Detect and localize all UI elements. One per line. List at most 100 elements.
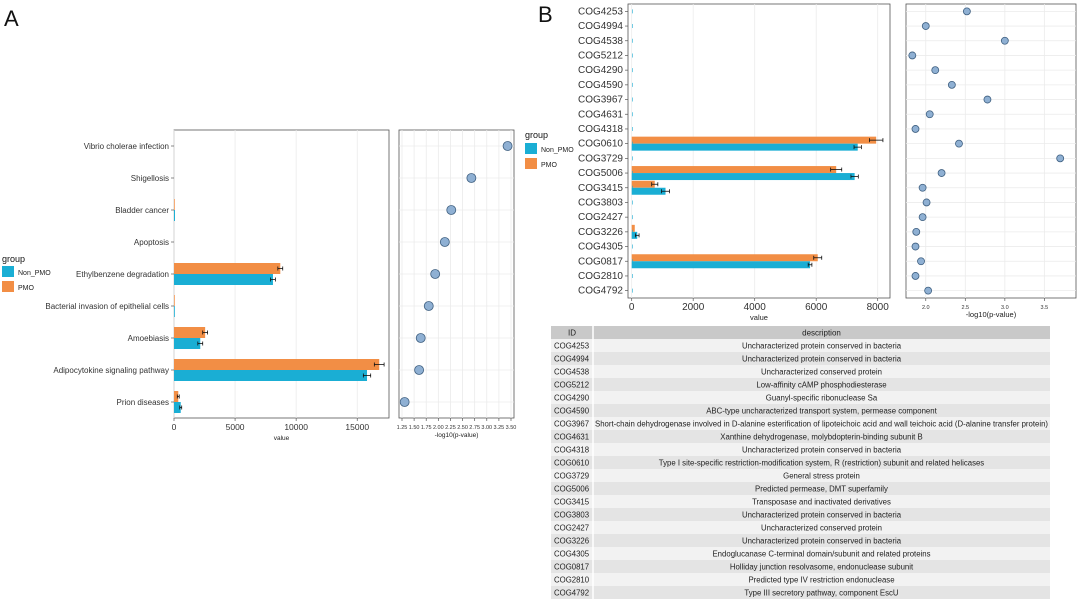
table-cell-description: Uncharacterized protein conserved in bac…: [742, 342, 902, 351]
x-tick-label: 10000: [284, 422, 308, 432]
table-cell-description: Holliday junction resolvasome, endonucle…: [730, 563, 914, 572]
x-tick-label: 4000: [744, 302, 767, 313]
bar-pmo: [631, 166, 837, 174]
plot-frame: [905, 3, 1077, 299]
legend-a-title: group: [2, 254, 25, 264]
table-row: COG4253 Uncharacterized protein conserved…: [551, 339, 1050, 352]
chart-b-points: 2.0 2.5 3.0 3.5 -log10(p-value): [905, 3, 1077, 319]
table-cell-id: COG3226: [554, 537, 589, 546]
table-cell-description: Predicted permease, DMT superfamily: [755, 485, 888, 494]
point: [414, 365, 425, 375]
bar-non-pmo: [631, 231, 638, 239]
table-row: COG4631 Xanthine dehydrogenase, molybdopt…: [551, 430, 1050, 443]
bar-non-pmo: [174, 210, 175, 221]
category-label: COG4253: [578, 6, 623, 17]
x-tick-label: 1.25: [397, 425, 408, 431]
point: [439, 237, 450, 247]
table-row: COG0610 Type I site-specific restriction-…: [551, 456, 1050, 469]
legend-a: group Non_PMO PMO: [2, 254, 51, 292]
point: [908, 51, 917, 60]
table-row: COG4318 Uncharacterized protein conserved…: [551, 443, 1050, 456]
chart-a-bars: 0 5000 10000 15000 Vibrio cholerae infection…: [45, 129, 390, 442]
table-cell-description: Uncharacterized protein conserved in bac…: [742, 511, 902, 520]
x-tick-label: 2.0: [922, 305, 930, 311]
table-row-bg: [551, 352, 1050, 365]
category-label: COG4792: [578, 286, 623, 297]
table-cell-id: COG4631: [554, 433, 589, 442]
panel-label-b: B: [538, 2, 553, 27]
table-cell-id: COG3415: [554, 498, 590, 507]
x-tick-label: 3.50: [506, 425, 517, 431]
category-label: COG3729: [578, 153, 623, 164]
category-label: Vibrio cholerae infection: [84, 142, 169, 151]
x-axis-title: -log10(p-value): [435, 432, 479, 439]
table-row: COG3967 Short-chain dehydrogenase involve…: [551, 417, 1050, 430]
table-row-bg: [551, 417, 1050, 430]
bar-non-pmo: [174, 370, 368, 381]
panel-label-a: A: [4, 6, 19, 31]
table-cell-description: Guanyl-specific ribonuclease Sa: [766, 394, 878, 403]
bar-pmo: [174, 327, 206, 338]
x-tick-label: 0: [629, 302, 635, 313]
table-row-bg: [551, 495, 1050, 508]
table-cell-id: COG3803: [554, 511, 589, 520]
x-tick-label: 1.75: [421, 425, 432, 431]
table-cell-description: Short-chain dehydrogenase involved in D-…: [595, 420, 1048, 429]
legend-a-swatch-pmo: [2, 281, 14, 292]
bar-pmo: [631, 136, 877, 144]
x-axis-title: -log10(p-value): [966, 310, 1017, 319]
table-row-bg: [551, 521, 1050, 534]
table-cell-description: Endoglucanase C-terminal domain/subunit …: [712, 550, 930, 559]
category-label: COG4290: [578, 65, 623, 76]
table-row: COG2427 Uncharacterized conserved protein: [551, 521, 1050, 534]
category-label: COG5212: [578, 50, 623, 61]
point: [430, 269, 441, 279]
bar-non-pmo: [174, 306, 175, 317]
bar-non-pmo: [631, 187, 666, 195]
category-label: Bacterial invasion of epithelial cells: [45, 302, 169, 311]
bar-pmo: [174, 263, 281, 274]
chart-a-points: 1.25 1.50 1.75 2.00 2.25 2.50 2.75 3.00 3.25 3.50…: [397, 129, 517, 439]
bar-pmo: [631, 254, 818, 262]
category-label: COG4590: [578, 80, 623, 91]
legend-b-swatch-pmo: [525, 158, 537, 169]
x-tick-label: 1.50: [409, 425, 420, 431]
point: [947, 80, 956, 89]
table-cell-description: ABC-type uncharacterized transport syste…: [706, 407, 937, 416]
table-row-bg: [551, 547, 1050, 560]
bar-non-pmo: [174, 274, 273, 285]
x-tick-label: 0: [172, 422, 177, 432]
category-label: COG4538: [578, 36, 623, 47]
table-row: COG3803 Uncharacterized protein conserved…: [551, 508, 1050, 521]
table-row: COG4305 Endoglucanase C-terminal domain/s…: [551, 547, 1050, 560]
point: [911, 125, 920, 133]
x-tick-label: 5000: [226, 422, 245, 432]
legend-a-swatch-non-pmo: [2, 266, 14, 277]
table-row: COG5212 Low-affinity cAMP phosphodiestera…: [551, 378, 1050, 391]
legend-b-swatch-non-pmo: [525, 143, 537, 154]
x-tick-label: 3.25: [494, 425, 505, 431]
category-label: COG5006: [578, 168, 623, 179]
x-tick-label: 3.00: [481, 425, 492, 431]
table-cell-description: Uncharacterized protein conserved in bac…: [742, 537, 902, 546]
category-label: COG4994: [578, 21, 623, 32]
table-row-bg: [551, 560, 1050, 573]
legend-a-label-non-pmo: Non_PMO: [18, 270, 51, 277]
table-cell-id: COG5006: [554, 485, 589, 494]
table-row: COG4590 ABC-type uncharacterized transpor…: [551, 404, 1050, 417]
point: [955, 139, 963, 148]
category-label: Prion diseases: [117, 398, 169, 407]
category-label: Adipocytokine signaling pathway: [53, 366, 169, 375]
bar-non-pmo: [631, 143, 858, 151]
table-cell-description: Uncharacterized protein conserved in bac…: [742, 446, 902, 455]
category-label: Shigellosis: [131, 174, 169, 183]
category-label: COG3967: [578, 95, 623, 106]
legend-b-title: group: [525, 130, 548, 140]
table-row: COG0817 Holliday junction resolvasome, en…: [551, 560, 1050, 573]
x-axis-title: value: [274, 435, 290, 442]
table-row-bg: [551, 443, 1050, 456]
description-table: ID description COG4253 Uncharacterized prot…: [551, 326, 1050, 599]
table-cell-id: COG5212: [554, 381, 589, 390]
table-row-bg: [551, 378, 1050, 391]
